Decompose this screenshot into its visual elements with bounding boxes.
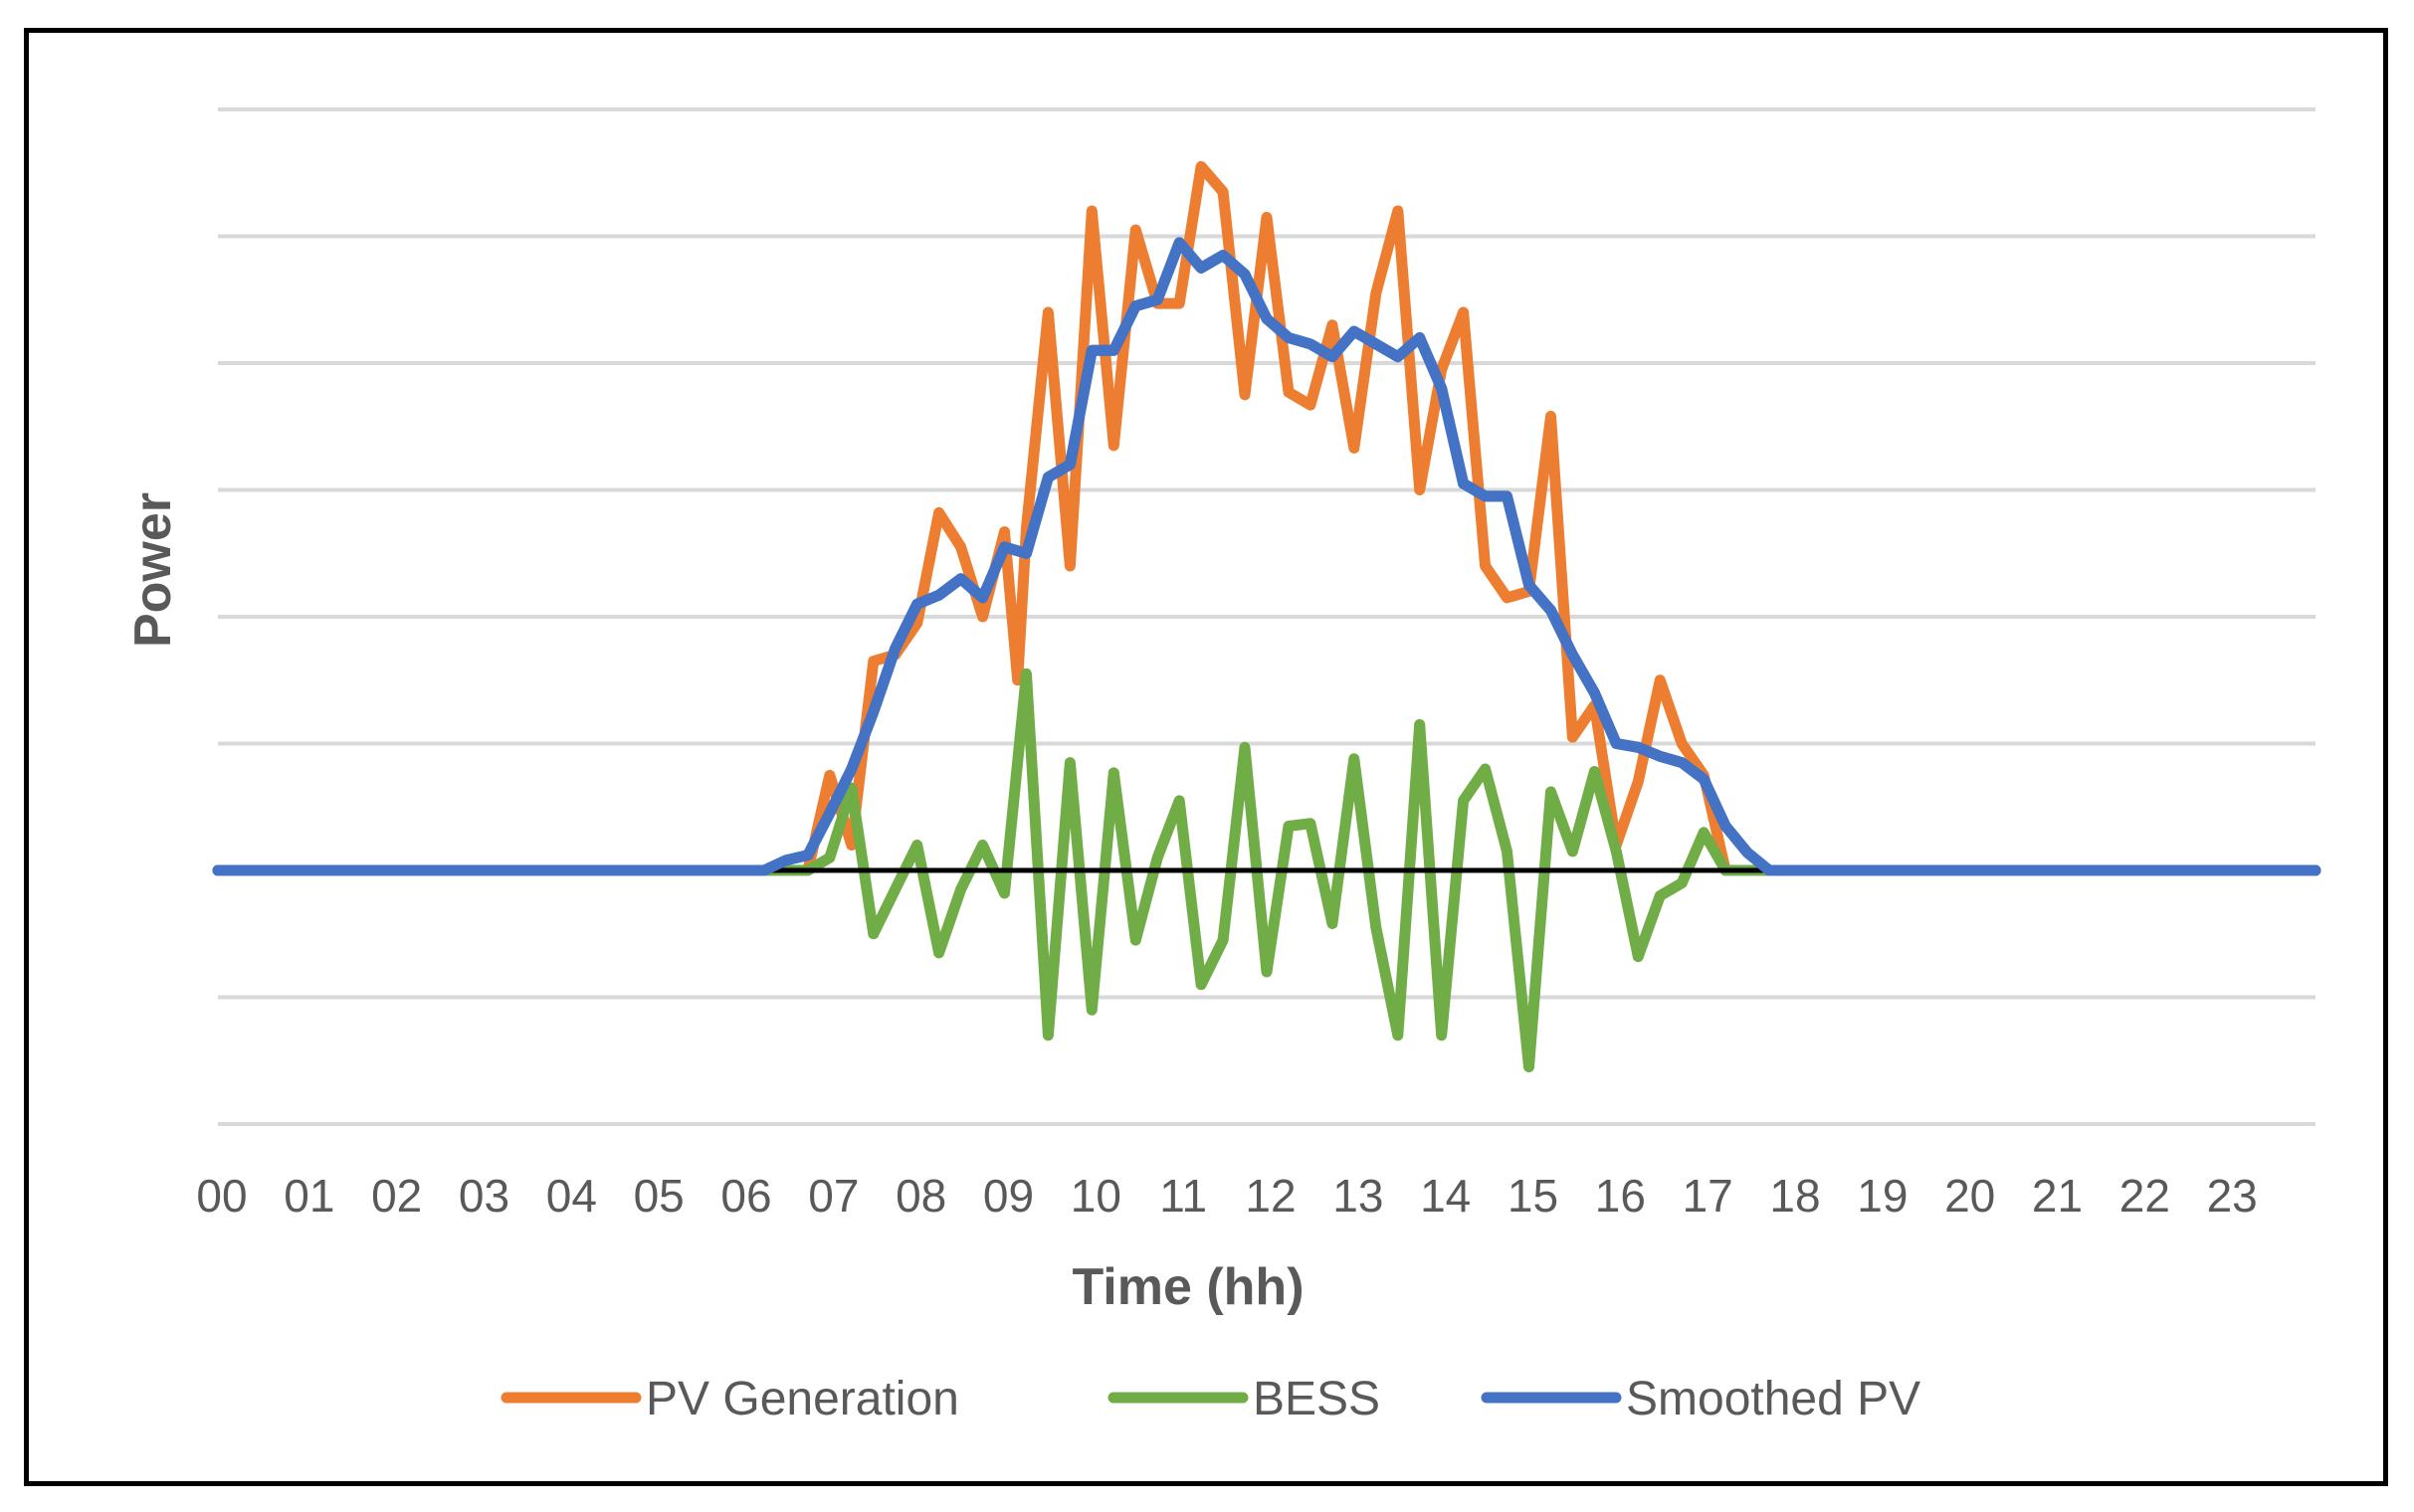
legend: PV Generation BESS Smoothed PV: [501, 1373, 1920, 1425]
x-tick-label: 19: [1857, 1170, 1908, 1222]
x-tick-label: 13: [1332, 1170, 1383, 1222]
x-tick-label: 02: [371, 1170, 422, 1222]
zero-axis: [212, 237, 2321, 876]
legend-label-2: BESS: [1253, 1373, 1380, 1425]
gridlines: [218, 107, 2315, 1126]
x-tick-label: 06: [720, 1170, 771, 1222]
x-tick-label: 14: [1420, 1170, 1471, 1222]
x-tick-label: 20: [1944, 1170, 1995, 1222]
series-line-smoothed-pv: [212, 237, 2321, 876]
line-chart: 00 01 02 03 04 05 06 07 08 09 10 11 12 13 14 15 16 17 18 19…: [124, 107, 2321, 1425]
x-tick-label: 08: [896, 1170, 946, 1222]
x-tick-label: 18: [1769, 1170, 1820, 1222]
x-tick-label: 07: [808, 1170, 859, 1222]
x-tick-label: 21: [2032, 1170, 2083, 1222]
x-tick-label: 11: [1159, 1170, 1207, 1222]
x-tick-label: 23: [2207, 1170, 2258, 1222]
x-tick-label: 05: [634, 1170, 685, 1222]
x-tick-label: 17: [1683, 1170, 1733, 1222]
x-tick-label: 16: [1595, 1170, 1646, 1222]
series-line-pv-generation: [212, 160, 2321, 876]
x-tick-label: 01: [284, 1170, 334, 1222]
x-tick-label: 03: [459, 1170, 509, 1222]
x-tick-label: 15: [1508, 1170, 1558, 1222]
y-axis-title: Power: [124, 492, 182, 648]
series-line-smoothed-pv-overlay: [212, 237, 2321, 876]
chart-frame: 00 01 02 03 04 05 06 07 08 09 10 11 12 13 14 15 16 17 18 19…: [24, 28, 2388, 1486]
x-tick-label: 22: [2119, 1170, 2170, 1222]
x-axis-title: Time (hh): [1072, 1258, 1304, 1316]
x-tick-label: 12: [1245, 1170, 1296, 1222]
x-tick-label: 09: [983, 1170, 1034, 1222]
x-tick-labels: 00 01 02 03 04 05 06 07 08 09 10 11 12 13 14 15 16 17 18 19…: [196, 1170, 2257, 1222]
legend-label-3: Smoothed PV: [1626, 1373, 1920, 1425]
series-line-bess: [212, 667, 2321, 1073]
x-tick-label: 00: [196, 1170, 247, 1222]
x-tick-label: 04: [546, 1170, 597, 1222]
x-tick-label: 10: [1071, 1170, 1121, 1222]
legend-label-1: PV Generation: [646, 1373, 959, 1425]
